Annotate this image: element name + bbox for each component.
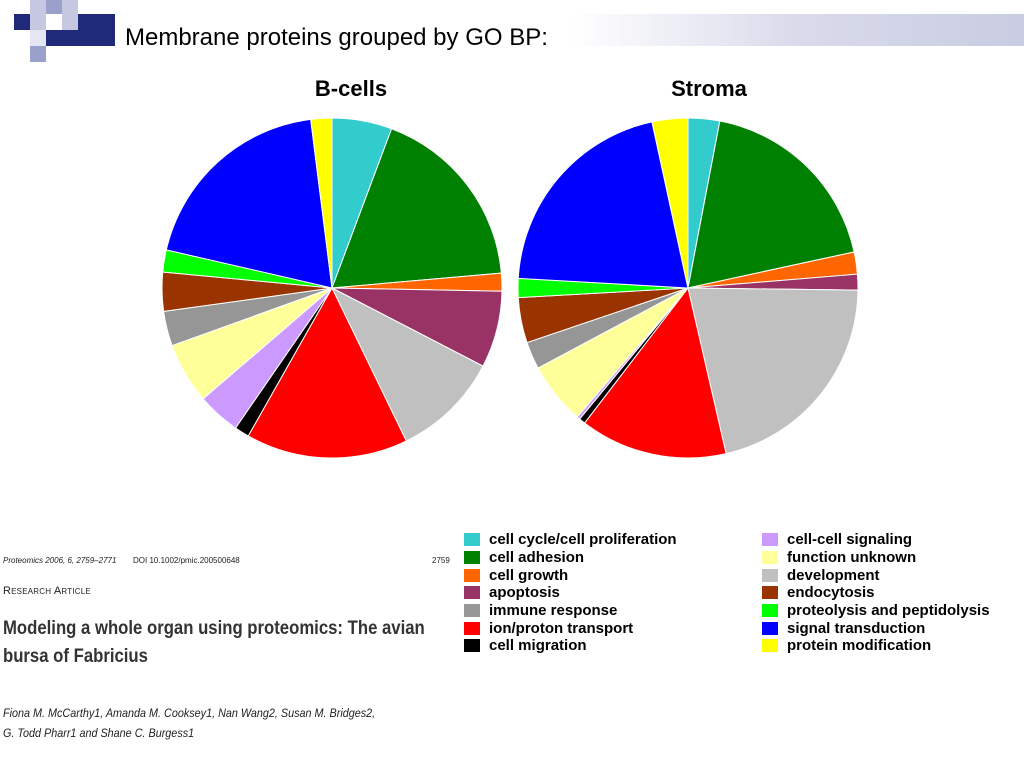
bcells-pie xyxy=(161,117,503,459)
legend-item: signal transduction xyxy=(762,619,990,637)
legend-swatch xyxy=(762,639,778,653)
legend-item: development xyxy=(762,566,990,584)
stroma-chart-title: Stroma xyxy=(671,76,747,101)
legend-swatch xyxy=(464,621,480,635)
article-authors-line1: Fiona M. McCarthy1, Amanda M. Cooksey1, … xyxy=(3,706,376,720)
legend-item: cell migration xyxy=(464,637,677,655)
legend-label: signal transduction xyxy=(787,619,926,637)
legend-swatch xyxy=(762,533,778,547)
legend-item: endocytosis xyxy=(762,584,990,602)
legend-swatch xyxy=(464,551,480,565)
bcells-slice-protein-modification xyxy=(310,117,333,289)
article-authors-line2: G. Todd Pharr1 and Shane C. Burgess1 xyxy=(3,726,195,740)
legend-swatch xyxy=(464,568,480,582)
bcells-slice-development xyxy=(330,286,484,442)
legend-item: cell adhesion xyxy=(464,549,677,567)
legend-swatch xyxy=(464,586,480,600)
legend-swatch xyxy=(464,604,480,618)
stroma-slice-protein-modification xyxy=(651,117,689,289)
legend-swatch xyxy=(762,621,778,635)
legend-swatch xyxy=(464,533,480,547)
legend-label: proteolysis and peptidolysis xyxy=(787,602,990,620)
legend-swatch xyxy=(762,568,778,582)
legend-swatch xyxy=(762,586,778,600)
article-title-line1: Modeling a whole organ using proteomics:… xyxy=(3,618,425,639)
legend-item: immune response xyxy=(464,602,677,620)
legend-item: cell growth xyxy=(464,566,677,584)
bcells-chart-title: B-cells xyxy=(314,76,388,101)
legend-label: apoptosis xyxy=(489,584,560,602)
legend-item: proteolysis and peptidolysis xyxy=(762,602,990,620)
legend-swatch xyxy=(464,639,480,653)
legend-label: cell adhesion xyxy=(489,549,585,567)
stroma-slice-development xyxy=(687,287,859,455)
stroma-slice-signal-transduction xyxy=(517,121,689,289)
legend-item: ion/proton transport xyxy=(464,619,677,637)
slide-title: Membrane proteins grouped by GO BP: xyxy=(125,22,556,54)
article-authors: Fiona M. McCarthy1, Amanda M. Cooksey1, … xyxy=(3,703,375,743)
stroma-pie xyxy=(517,117,859,459)
legend-label: cell-cell signaling xyxy=(787,531,913,549)
legend-swatch xyxy=(762,604,778,618)
legend-label: cell cycle/cell proliferation xyxy=(489,531,677,549)
legend-right-column: cell-cell signaling function unknown devel… xyxy=(762,531,990,655)
bcells-slice-cell-adhesion xyxy=(331,128,502,289)
legend-label: protein modification xyxy=(787,637,932,655)
legend-label: endocytosis xyxy=(787,584,875,602)
legend-label: immune response xyxy=(489,602,618,620)
legend-item: cell cycle/cell proliferation xyxy=(464,531,677,549)
legend-label: function unknown xyxy=(787,549,917,567)
article-page: 2759 xyxy=(432,556,450,565)
legend-item: protein modification xyxy=(762,637,990,655)
legend-item: cell-cell signaling xyxy=(762,531,990,549)
legend-left-column: cell cycle/cell proliferation cell adhesi… xyxy=(464,531,677,655)
article-title: Modeling a whole organ using proteomics:… xyxy=(3,615,425,671)
stroma-slice-ion-proton-transport xyxy=(583,286,727,459)
article-doi: DOI 10.1002/pmic.200500648 xyxy=(133,556,240,565)
legend-label: development xyxy=(787,566,880,584)
legend-label: cell migration xyxy=(489,637,587,655)
stroma-slice-cell-adhesion xyxy=(687,120,855,289)
bcells-slice-ion-proton-transport xyxy=(247,286,407,459)
article-journal: Proteomics 2006, 6, 2759–2771 xyxy=(3,556,117,565)
article-kind: Research Article xyxy=(3,585,91,597)
legend-label: ion/proton transport xyxy=(489,619,634,637)
legend-item: apoptosis xyxy=(464,584,677,602)
legend-item: function unknown xyxy=(762,549,990,567)
legend-swatch xyxy=(762,551,778,565)
legend-label: cell growth xyxy=(489,566,569,584)
bcells-slice-signal-transduction xyxy=(165,118,333,289)
article-title-line2: bursa of Fabricius xyxy=(3,646,148,667)
